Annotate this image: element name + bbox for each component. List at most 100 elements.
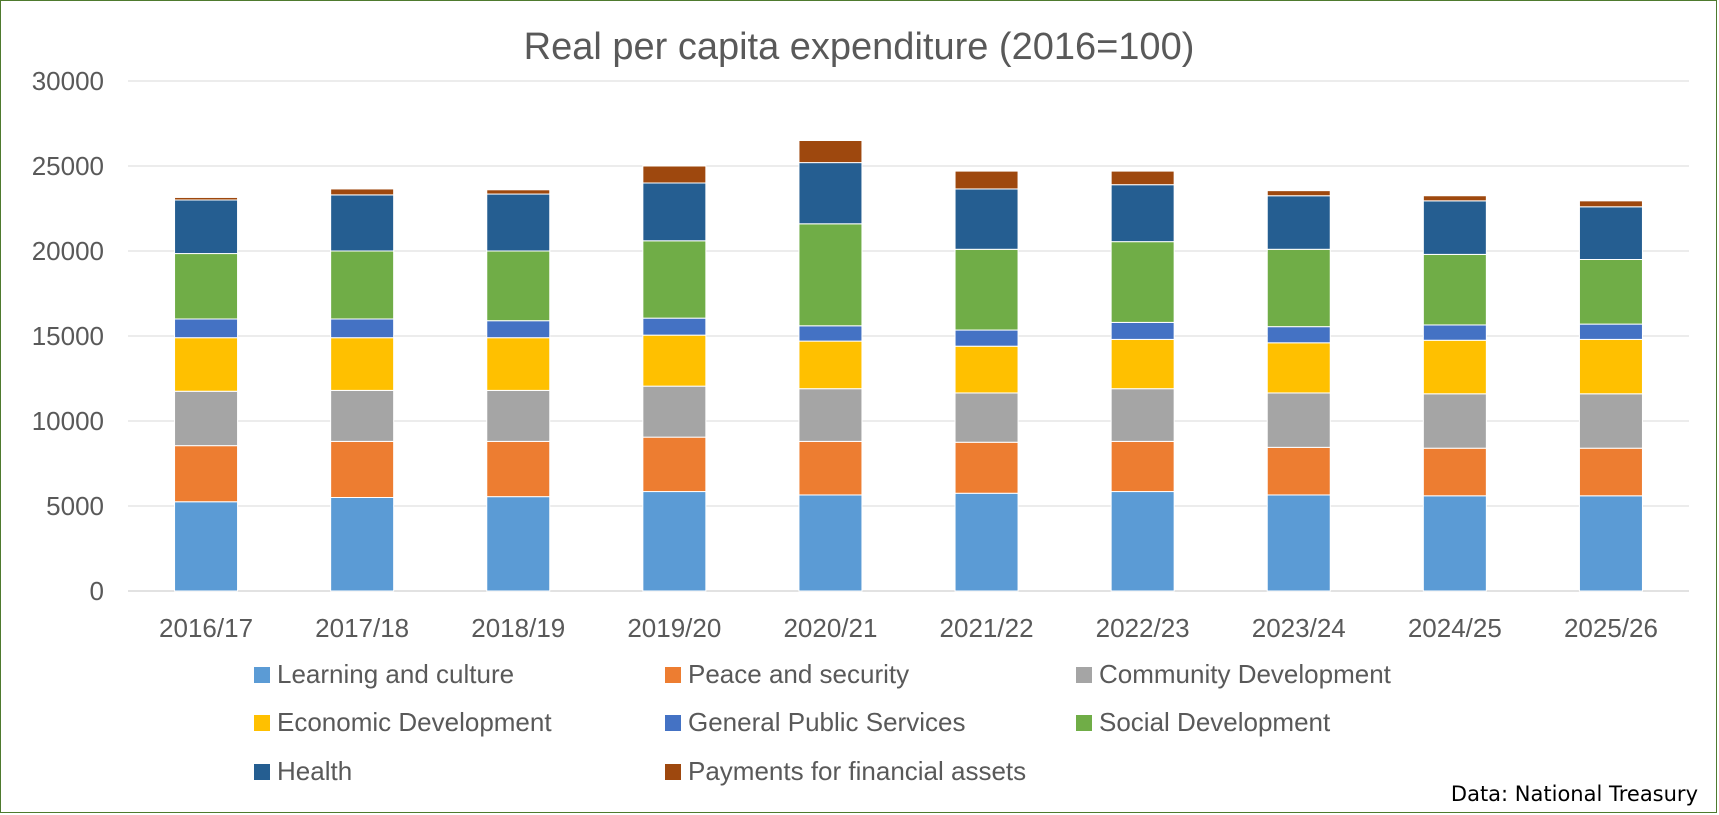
bar-segment — [174, 196, 239, 201]
bar-segment — [174, 199, 239, 255]
x-tick-label: 2024/25 — [1408, 613, 1502, 643]
legend-label: Health — [277, 756, 352, 786]
bar-segment — [1110, 184, 1175, 243]
legend-item: General Public Services — [665, 707, 965, 737]
y-axis-ticks: 0 5000 10000 15000 20000 25000 30000 — [32, 66, 104, 606]
bar-segment — [954, 492, 1019, 592]
bar-segment — [1422, 447, 1487, 497]
source-note: Data: National Treasury — [1450, 782, 1698, 806]
legend-swatch — [665, 764, 681, 780]
bar-segment — [486, 389, 551, 442]
bar-segment — [330, 194, 395, 252]
bar-segment — [486, 189, 551, 195]
bar-segment — [330, 250, 395, 320]
bar-segment — [954, 441, 1019, 494]
bar-segment — [1266, 326, 1331, 344]
bar-segment — [486, 250, 551, 322]
legend-label: General Public Services — [688, 707, 965, 737]
bar-segment — [486, 440, 551, 498]
x-tick-label: 2018/19 — [471, 613, 565, 643]
legend-item: Peace and security — [665, 659, 909, 689]
bar-segment — [1266, 248, 1331, 328]
y-tick-label: 10000 — [32, 406, 104, 436]
bar-segment — [174, 390, 239, 447]
legend: Learning and culture Peace and security Co… — [254, 659, 1392, 786]
legend-swatch — [254, 764, 270, 780]
bar-segment — [954, 170, 1019, 190]
x-tick-label: 2025/26 — [1564, 613, 1658, 643]
bar-segment — [1578, 323, 1643, 340]
x-tick-label: 2023/24 — [1252, 613, 1346, 643]
bars — [174, 140, 1643, 592]
legend-swatch — [254, 715, 270, 731]
bar-segment — [1110, 321, 1175, 340]
bar-segment — [330, 337, 395, 391]
bar-segment — [798, 325, 863, 342]
bar-segment — [1422, 200, 1487, 255]
bar-segment — [1110, 491, 1175, 592]
bar-segment — [1422, 324, 1487, 341]
legend-item: Learning and culture — [254, 659, 514, 689]
bar-segment — [486, 496, 551, 592]
bar-segment — [174, 445, 239, 503]
legend-item: Payments for financial assets — [665, 756, 1026, 786]
legend-swatch — [665, 667, 681, 683]
legend-item: Health — [254, 756, 352, 786]
y-tick-label: 0 — [90, 576, 104, 606]
bar-segment — [1266, 342, 1331, 394]
bar-segment — [642, 165, 707, 184]
bar-segment — [1266, 190, 1331, 197]
bar-segment — [642, 240, 707, 319]
bar-segment — [174, 318, 239, 339]
legend-label: Learning and culture — [277, 659, 514, 689]
bar-segment — [1422, 495, 1487, 592]
bar-segment — [1578, 206, 1643, 261]
bar-segment — [954, 392, 1019, 443]
bar-segment — [1266, 446, 1331, 496]
y-tick-label: 30000 — [32, 66, 104, 96]
legend-label: Payments for financial assets — [688, 756, 1026, 786]
x-tick-label: 2021/22 — [940, 613, 1034, 643]
bar-segment — [1110, 170, 1175, 186]
bar-segment — [1578, 259, 1643, 325]
bar-segment — [798, 440, 863, 496]
bar-segment — [1578, 447, 1643, 497]
bar-segment — [798, 140, 863, 164]
x-tick-label: 2019/20 — [627, 613, 721, 643]
bar-segment — [1110, 388, 1175, 442]
x-tick-label: 2022/23 — [1096, 613, 1190, 643]
bar-segment — [330, 440, 395, 498]
bar-segment — [798, 340, 863, 390]
bar-segment — [330, 318, 395, 339]
bar-segment — [174, 253, 239, 320]
legend-item: Economic Development — [254, 707, 552, 737]
x-tick-label: 2016/17 — [159, 613, 253, 643]
bar-segment — [174, 337, 239, 392]
bar-segment — [954, 188, 1019, 250]
legend-swatch — [665, 715, 681, 731]
bar-segment — [174, 501, 239, 592]
legend-label: Community Development — [1099, 659, 1392, 689]
bar-segment — [642, 182, 707, 242]
bar-segment — [1110, 241, 1175, 323]
legend-swatch — [1076, 715, 1092, 731]
bar-segment — [1578, 495, 1643, 592]
y-tick-label: 20000 — [32, 236, 104, 266]
legend-swatch — [1076, 667, 1092, 683]
bar-segment — [954, 248, 1019, 331]
bar-segment — [954, 329, 1019, 347]
legend-label: Economic Development — [277, 707, 552, 737]
bar-segment — [1422, 339, 1487, 395]
bar-segment — [1578, 200, 1643, 208]
bar-segment — [798, 223, 863, 327]
bar-segment — [1266, 494, 1331, 592]
bar-segment — [1422, 393, 1487, 449]
legend-item: Social Development — [1076, 707, 1331, 737]
bar-segment — [1110, 440, 1175, 493]
bar-segment — [1578, 338, 1643, 395]
bar-segment — [330, 497, 395, 592]
bar-segment — [1266, 392, 1331, 448]
bar-segment — [486, 337, 551, 391]
